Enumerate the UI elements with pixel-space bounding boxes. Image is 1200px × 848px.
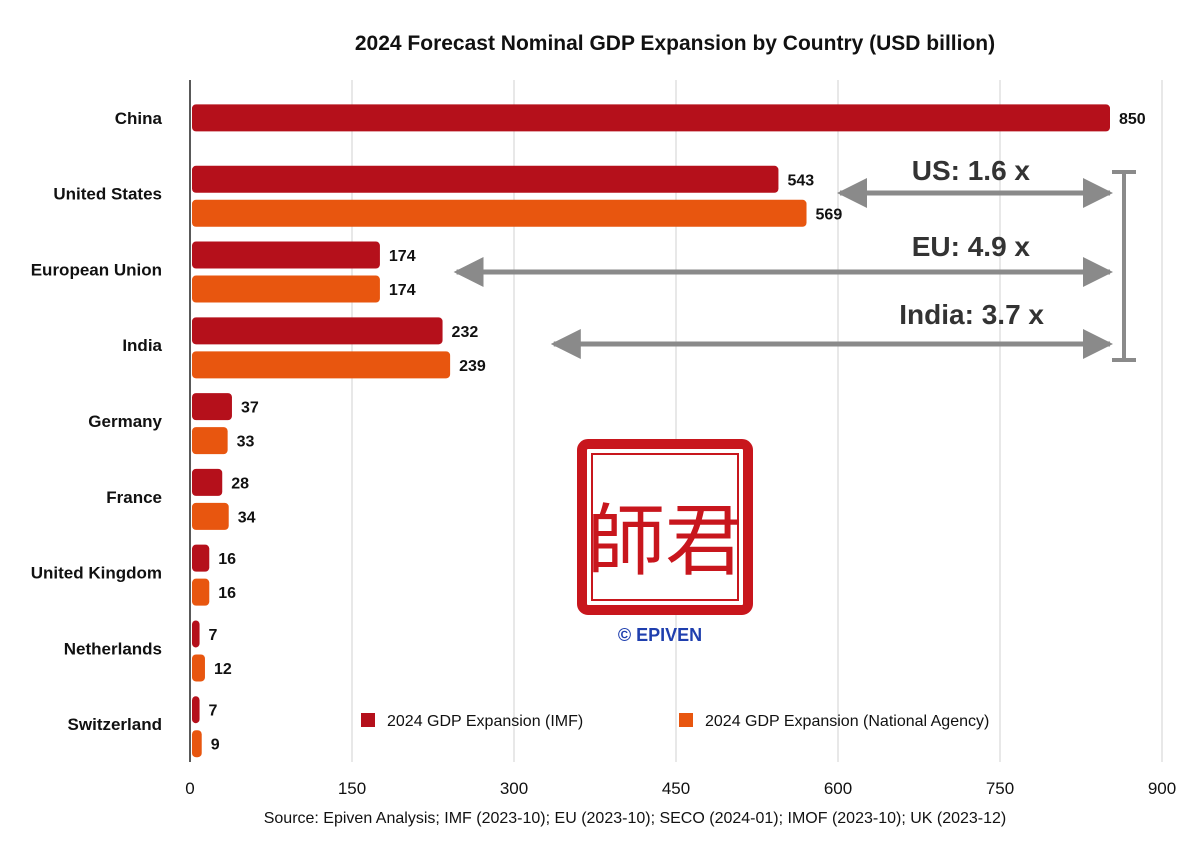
- legend-label-imf: 2024 GDP Expansion (IMF): [387, 713, 583, 730]
- x-tick-label: 750: [986, 779, 1014, 798]
- seal-inner-border: [591, 453, 739, 601]
- x-tick-label: 600: [824, 779, 852, 798]
- data-label: 28: [231, 475, 249, 492]
- comparison-label: India: 3.7 x: [899, 299, 1044, 330]
- legend-label-national-agency: 2024 GDP Expansion (National Agency): [705, 713, 989, 730]
- seal-characters: 師君: [587, 497, 743, 587]
- bar-national-agency: [192, 275, 380, 303]
- category-label: European Union: [31, 260, 162, 279]
- legend-swatch-imf: [361, 713, 375, 727]
- bar-national-agency: [192, 730, 202, 758]
- bar-imf: [192, 620, 200, 648]
- bar-imf: [192, 317, 443, 345]
- category-label: China: [115, 109, 163, 128]
- bar-national-agency: [192, 199, 807, 227]
- data-label: 7: [209, 703, 218, 720]
- data-label: 543: [787, 172, 814, 189]
- bar-national-agency: [192, 578, 210, 606]
- data-label: 850: [1119, 111, 1146, 128]
- bar-imf: [192, 696, 200, 724]
- bar-imf: [192, 544, 210, 572]
- bar-national-agency: [192, 351, 451, 379]
- data-label: 16: [218, 585, 236, 602]
- data-label: 16: [218, 551, 236, 568]
- data-label: 33: [237, 434, 255, 451]
- bar-national-agency: [192, 427, 228, 455]
- data-label: 7: [209, 627, 218, 644]
- copyright-text: © EPIVEN: [618, 625, 702, 645]
- category-label: India: [122, 336, 162, 355]
- category-label: Switzerland: [68, 715, 162, 734]
- data-label: 12: [214, 661, 232, 678]
- seal-border: [577, 439, 753, 615]
- bar-national-agency: [192, 502, 229, 530]
- source-note: Source: Epiven Analysis; IMF (2023-10); …: [264, 810, 1007, 827]
- bar-national-agency: [192, 654, 205, 682]
- comparison-label: US: 1.6 x: [912, 155, 1031, 186]
- annotations: US: 1.6 x EU: 4.9 x India: 3.7 x: [453, 155, 1136, 362]
- data-label: 232: [452, 324, 479, 341]
- category-label: Germany: [88, 412, 162, 431]
- data-label: 34: [238, 509, 256, 526]
- data-label: 174: [389, 282, 416, 299]
- data-label: 569: [816, 206, 843, 223]
- data-label: 174: [389, 248, 416, 265]
- comparison-label: EU: 4.9 x: [912, 231, 1031, 262]
- category-label: France: [106, 488, 162, 507]
- x-tick-label: 900: [1148, 779, 1176, 798]
- data-label: 9: [211, 737, 220, 754]
- seal-watermark: 師君: [577, 439, 753, 615]
- category-labels: China United States European Union India Ger…: [31, 109, 163, 734]
- data-label: 37: [241, 400, 259, 417]
- x-tick-label: 150: [338, 779, 366, 798]
- x-tick-label: 0: [185, 779, 194, 798]
- bar-imf: [192, 468, 223, 496]
- bar-imf: [192, 104, 1110, 132]
- x-tick-labels: 0 150 300 450 600 750 900: [185, 779, 1176, 798]
- x-tick-label: 450: [662, 779, 690, 798]
- category-label: United States: [53, 185, 162, 204]
- data-label: 239: [459, 358, 486, 375]
- bar-imf: [192, 241, 380, 269]
- bar-imf: [192, 165, 779, 193]
- chart-title: 2024 Forecast Nominal GDP Expansion by C…: [355, 32, 995, 55]
- legend-swatch-national-agency: [679, 713, 693, 727]
- x-tick-label: 300: [500, 779, 528, 798]
- category-label: Netherlands: [64, 639, 162, 658]
- category-label: United Kingdom: [31, 564, 162, 583]
- bar-imf: [192, 393, 232, 421]
- legend: 2024 GDP Expansion (IMF) 2024 GDP Expans…: [361, 713, 989, 730]
